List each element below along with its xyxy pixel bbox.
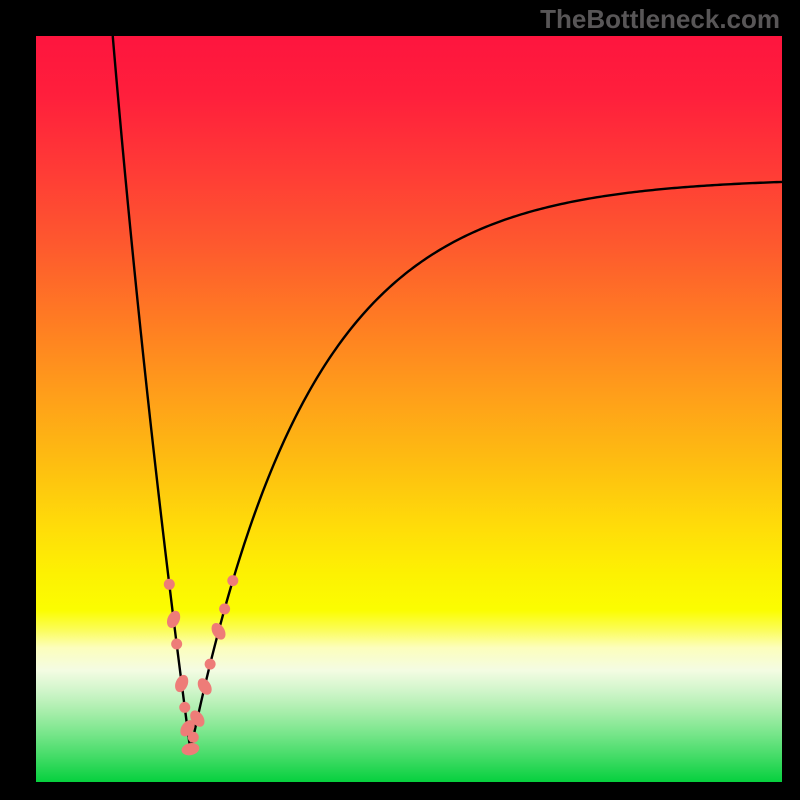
plot-area — [36, 36, 782, 782]
curve-marker — [219, 603, 230, 614]
chart-frame: TheBottleneck.com — [0, 0, 800, 800]
curve-marker — [205, 659, 216, 670]
curve-marker — [227, 575, 238, 586]
curve-marker — [164, 579, 175, 590]
curve-marker — [188, 732, 199, 743]
curve-marker — [171, 638, 182, 649]
plot-svg — [36, 36, 782, 782]
watermark-text: TheBottleneck.com — [540, 4, 780, 35]
curve-marker — [179, 702, 190, 713]
